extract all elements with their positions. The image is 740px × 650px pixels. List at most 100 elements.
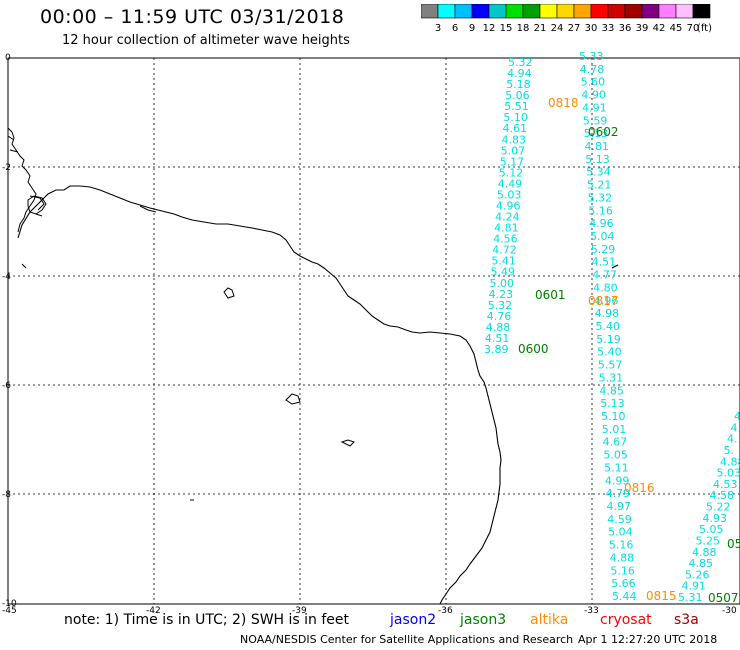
page-title: 00:00 – 11:59 UTC 03/31/2018 [40, 6, 345, 28]
track-b-value: 5.05 [603, 449, 628, 462]
track-a-value: 4.24 [495, 211, 519, 224]
legend-tick-label: 27 [568, 23, 581, 34]
island-2 [285, 393, 301, 405]
track-c-value: 5.25 [696, 534, 721, 547]
map-frame [7, 57, 740, 605]
legend-tick-label: 45 [670, 23, 683, 34]
x-tick-label: -33 [584, 606, 599, 616]
x-tick-label: -30 [722, 606, 737, 616]
track-b-value: 4.67 [603, 436, 628, 449]
track-b-value: 5.04 [590, 230, 615, 243]
track-a-value: 5.32 [508, 56, 533, 69]
legend-swatch [692, 4, 711, 19]
legend-jason2: jason2 [390, 612, 437, 628]
track-a-value: 4.61 [503, 122, 528, 135]
track-c-value: 5.05 [699, 523, 724, 536]
x-tick-label: -45 [2, 606, 17, 616]
legend-tick-label: 36 [619, 23, 632, 34]
legend-tick-label: 21 [534, 23, 547, 34]
y-tick-label: 0 [5, 53, 11, 63]
track-a-value: 4.56 [493, 233, 518, 246]
track-b-value: 5.16 [610, 564, 635, 577]
track-b-value: 5.44 [612, 590, 637, 603]
track-b-value: 5.19 [596, 333, 621, 346]
track-b-value: 4.85 [599, 384, 624, 397]
time-label-0815: 0815 [646, 589, 677, 603]
track-b-value: 4.96 [589, 217, 614, 230]
y-tick-label: -6 [2, 381, 11, 391]
track-b-value: 4.80 [593, 281, 618, 294]
y-tick-label: -4 [2, 272, 11, 282]
time-label-0507: 0507 [708, 591, 739, 605]
note-text: note: 1) Time is in UTC; 2) SWH is in fe… [64, 612, 350, 628]
track-b-value: 5.21 [587, 179, 612, 192]
legend-tick-label: 9 [469, 23, 475, 34]
track-c-value: 4. [727, 433, 738, 446]
track-c-value: 5.31 [678, 591, 703, 604]
legend-tick-label: 6 [452, 23, 458, 34]
track-c-value: 5. [724, 444, 735, 457]
y-tick-label: -10 [2, 599, 17, 609]
time-label-0601: 0601 [535, 288, 566, 302]
track-a-value: 5.07 [501, 144, 525, 157]
time-label-0600: 0600 [518, 342, 549, 356]
track-c-value: 4.91 [682, 580, 707, 593]
footer-timestamp: Apr 1 12:27:20 UTC 2018 [578, 633, 718, 646]
coastline-brazil [17, 185, 502, 605]
track-b-value: 4.79 [606, 487, 631, 500]
island-1 [223, 287, 235, 299]
track-a-value: 4.81 [494, 222, 519, 235]
legend-tick-label: 42 [653, 23, 666, 34]
track-a-value: 5.03 [497, 189, 522, 202]
track-b-value: 5.40 [597, 346, 622, 359]
track-c-value: 4.93 [703, 512, 728, 525]
track-c-value: 4. [734, 410, 740, 423]
track-a-value: 5.06 [505, 89, 530, 102]
track-b-value: 4.81 [585, 140, 610, 153]
track-b-value: 4.78 [580, 63, 605, 76]
track-b-value: 5.40 [596, 320, 621, 333]
track-a-value: 5.32 [488, 299, 513, 312]
track-b-value: 4.59 [607, 513, 632, 526]
altimeter-tracks: 5.324.945.185.065.515.104.614.835.075.17… [484, 50, 740, 604]
legend-tick-label: 15 [500, 23, 513, 34]
axis-ticks: -45 -42 -39 -36 -33 -30 0 -2 -4 -6 -8 -10 [2, 53, 737, 616]
track-b-value: 5.31 [599, 371, 624, 384]
x-tick-label: -42 [146, 606, 161, 616]
island-4 [611, 264, 619, 269]
time-label-0817: 0817 [588, 294, 619, 308]
track-c-value: 4.88 [692, 546, 717, 559]
track-a-value: 4.23 [489, 288, 513, 301]
y-tick-label: -8 [2, 490, 11, 500]
y-tick-label: -2 [2, 163, 11, 173]
time-label-0816: 0816 [624, 481, 655, 495]
track-a-value: 4.49 [498, 177, 523, 190]
track-a-value: 5.51 [504, 100, 529, 113]
track-c-value: 4. [731, 421, 740, 434]
track-a-value: 5.18 [506, 78, 531, 91]
track-a-value: 5.41 [491, 255, 516, 268]
track-c-value: 4.88 [720, 455, 740, 468]
track-b-value: 5.01 [602, 423, 627, 436]
track-b-value: 4.98 [595, 307, 620, 320]
track-c-value: 4.85 [689, 557, 714, 570]
track-b-value: 5.13 [600, 397, 625, 410]
island-6 [21, 263, 27, 269]
track-b-value: 5.13 [585, 153, 610, 166]
grid-lines [8, 58, 740, 604]
track-c-value: 5.26 [685, 568, 710, 581]
time-label-05: 05 [727, 537, 740, 551]
legend-altika: altika [530, 612, 569, 628]
track-c-value: 5.03 [717, 467, 740, 480]
track-b-value: 4.99 [605, 474, 630, 487]
time-label-0602: 0602 [588, 125, 619, 139]
legend-tick-label: 18 [517, 23, 530, 34]
legend-tick-label: 30 [585, 23, 598, 34]
track-a-value: 5.10 [503, 111, 528, 124]
track-a-value: 5.49 [491, 266, 516, 279]
legend-tick-label: 3 [435, 23, 441, 34]
track-b-value: 5.16 [588, 204, 613, 217]
page-subtitle: 12 hour collection of altimeter wave hei… [62, 33, 350, 48]
track-b-value: 5.16 [609, 539, 634, 552]
